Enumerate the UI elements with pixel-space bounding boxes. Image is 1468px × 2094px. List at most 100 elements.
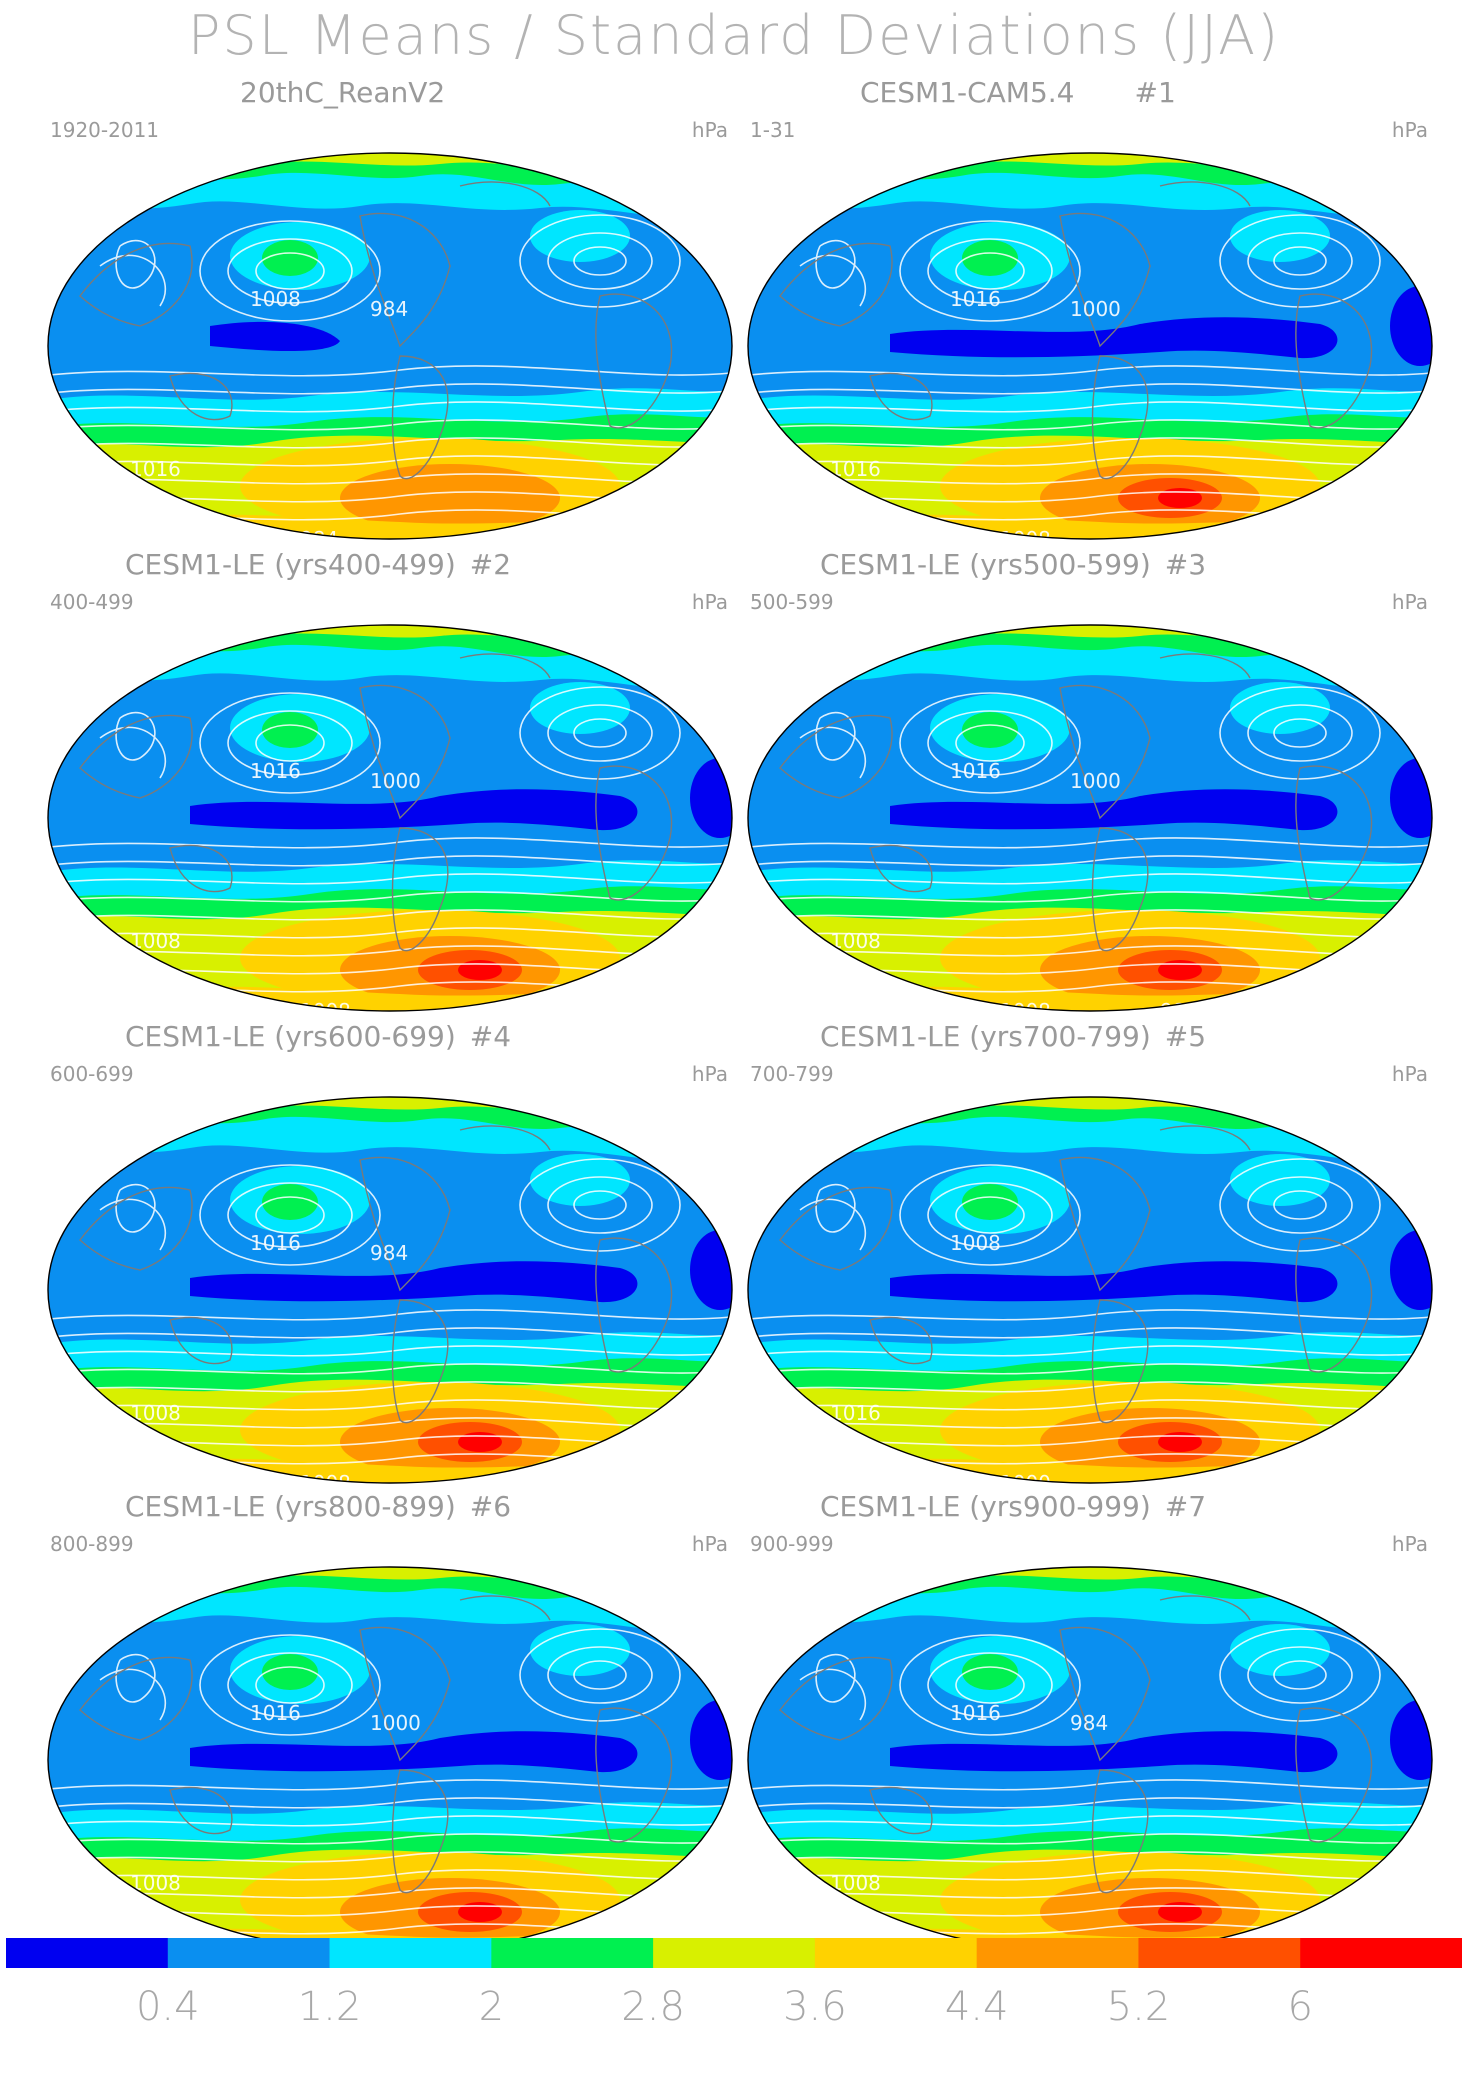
isobar-zonal — [748, 909, 1432, 921]
contour-label: 1000 — [370, 769, 421, 793]
isobar-high — [1219, 214, 1381, 308]
colorbar-swatch — [1138, 1938, 1301, 1968]
map-panel: CESM1-LE (yrs500-599) #3 500-599 hPa 1008 101… — [740, 548, 1440, 1018]
isobar-high — [255, 1666, 325, 1704]
coast-africa — [595, 293, 673, 429]
field-npacific-green — [262, 1184, 318, 1220]
coast-australia — [869, 1316, 933, 1365]
colorbar-swatch — [491, 1938, 654, 1968]
map-svg: 1008 1008 1016 1008 1000 — [47, 624, 733, 1018]
field-atlantic-low — [690, 758, 732, 838]
panel-title-text: CESM1-LE (yrs900-999) — [820, 1490, 1151, 1523]
isobar-zonal — [748, 927, 1432, 939]
isobar-zonal — [748, 873, 1432, 885]
panel-title: CESM1-LE (yrs800-899) #6 — [125, 1490, 511, 1523]
panel-title: CESM1-LE (yrs600-699) #4 — [125, 1020, 511, 1053]
isobar-high — [1247, 704, 1353, 762]
field-south-red — [1158, 1902, 1202, 1922]
isobar-high — [573, 246, 627, 276]
contour-label: 1008 — [220, 999, 271, 1018]
field-atlantic-low — [1390, 1700, 1432, 1780]
contour-label: 1016 — [130, 457, 181, 481]
isobar-zonal — [48, 909, 732, 921]
isobar-zonal — [48, 1363, 732, 1375]
isobar-zonal — [748, 401, 1432, 413]
isobar-high — [1219, 1158, 1381, 1252]
field-atlantic-low — [1390, 286, 1432, 366]
isobar-high — [547, 704, 653, 762]
coastlines — [79, 653, 673, 952]
contour-label: 1016 — [250, 1701, 301, 1725]
field-tropical-low — [190, 789, 638, 831]
coast-australia — [169, 372, 233, 421]
isobar-zonal — [48, 1381, 732, 1393]
field-tropical-low — [190, 1261, 638, 1303]
isobar-high — [955, 1196, 1025, 1234]
contour-label: 984 — [370, 297, 408, 321]
panel-title-text: CESM1-LE (yrs700-799) — [820, 1020, 1151, 1053]
coast-greenland — [1159, 181, 1251, 207]
isobar-zonal — [48, 1851, 732, 1863]
isobar-asia — [115, 239, 156, 289]
isobar-high — [255, 724, 325, 762]
coast-namerica — [1059, 684, 1151, 820]
isobar-high — [899, 1164, 1081, 1266]
contour-label: 1016 — [830, 457, 881, 481]
isobar-zonal — [748, 1779, 1432, 1791]
isobar-zonal — [48, 1815, 732, 1827]
page-title: PSL Means / Standard Deviations (JJA) — [187, 4, 1281, 67]
isobar-high — [199, 1634, 381, 1736]
isobar-high — [519, 1628, 681, 1722]
field-tropical-low — [890, 1261, 1338, 1303]
isobar-zonal — [748, 1815, 1432, 1827]
field-npacific-green — [962, 240, 1018, 276]
coast-africa — [595, 1237, 673, 1373]
panel-units: hPa — [691, 1062, 728, 1086]
panel-years: 700-799 — [750, 1062, 834, 1086]
coast-greenland — [1159, 653, 1251, 679]
colorbar-swatch — [167, 1938, 331, 1968]
field-natlantic-cyan — [1230, 682, 1330, 734]
isobar-asia — [99, 254, 167, 307]
contour-label: 1008 — [300, 1471, 351, 1490]
panel-title: CESM1-CAM5.4 #1 — [860, 76, 1176, 109]
isobar-zonal — [748, 1869, 1432, 1881]
isobar-high — [519, 686, 681, 780]
coast-africa — [1295, 765, 1373, 901]
contour-label: 1008 — [1000, 527, 1051, 546]
map-outline — [747, 152, 1433, 540]
isobar-high — [227, 1652, 353, 1718]
isobar-zonal — [748, 1399, 1432, 1411]
field-arctic-yellow — [860, 1567, 1300, 1582]
isobar-high — [1273, 718, 1327, 748]
isobar-zonal — [748, 1309, 1432, 1321]
isobar-zonal — [748, 1851, 1432, 1863]
isobar-asia — [799, 726, 867, 779]
panel-units: hPa — [1391, 590, 1428, 614]
isobar-asia — [815, 1653, 856, 1703]
panel-title-text: CESM1-LE (yrs400-499) — [125, 548, 456, 581]
field-tropical-low — [890, 789, 1338, 831]
isobar-asia — [799, 1198, 867, 1251]
isobar-asia — [799, 254, 867, 307]
panel-units: hPa — [691, 590, 728, 614]
coast-asia — [79, 1186, 193, 1271]
field-natlantic-cyan — [530, 210, 630, 262]
isobar-high — [227, 238, 353, 304]
colorbar-label: 0.4 — [135, 1984, 200, 2030]
field-south-red — [1158, 960, 1202, 980]
map-panel: CESM1-LE (yrs600-699) #4 600-699 hPa 1008 101… — [40, 1020, 740, 1490]
coast-samerica — [1091, 1299, 1149, 1424]
field-npacific-green — [962, 1654, 1018, 1690]
isobar-zonal — [48, 455, 732, 467]
field-arctic-yellow — [160, 153, 600, 168]
coast-australia — [869, 844, 933, 893]
isobar-zonal — [48, 419, 732, 431]
panel-units: hPa — [1391, 1062, 1428, 1086]
colorbar-swatch — [6, 1938, 169, 1968]
coast-samerica — [1091, 355, 1149, 480]
isobar-zonal — [48, 1399, 732, 1411]
coast-greenland — [1159, 1595, 1251, 1621]
contour-label: 1008 — [300, 999, 351, 1018]
